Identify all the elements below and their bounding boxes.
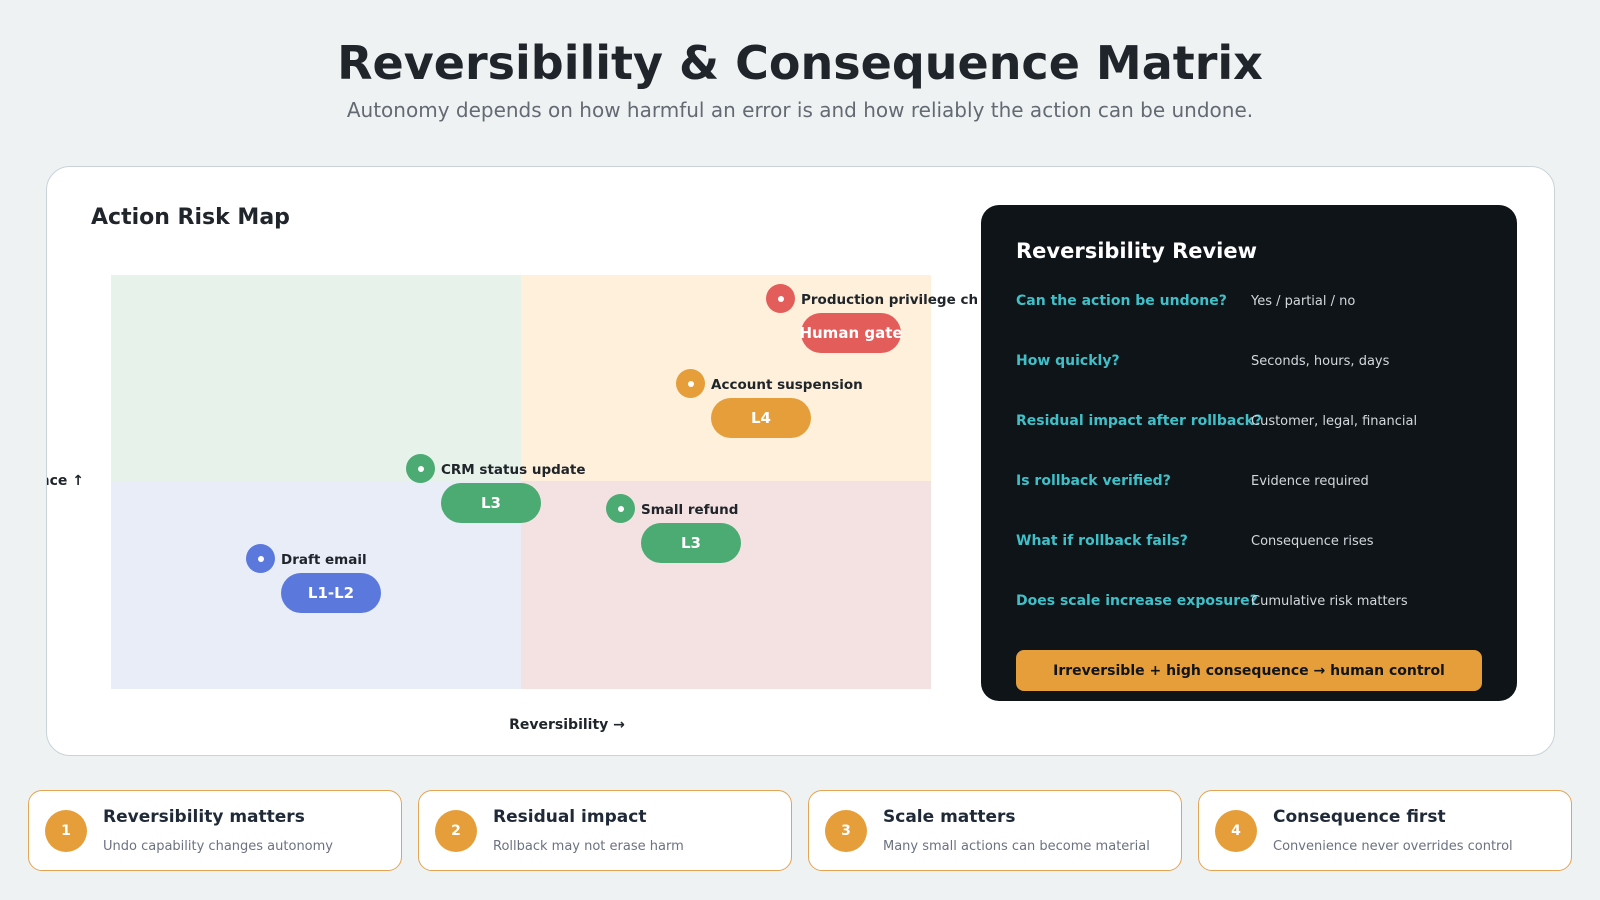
principle-number: 4 [1215,810,1257,852]
risk-matrix-card: Action Risk Map Production privilege cha… [46,166,1555,756]
principle-title: Residual impact [493,807,647,827]
quadrant-top-left [111,275,521,481]
principle-number: 3 [825,810,867,852]
action-marker-icon[interactable] [406,454,435,483]
review-question: What if rollback fails? [1016,533,1188,549]
principle-title: Reversibility matters [103,807,305,827]
autonomy-level-badge: L3 [641,523,741,563]
review-question: Residual impact after rollback? [1016,413,1263,429]
action-label: Production privilege change [801,292,977,308]
risk-map-title: Action Risk Map [91,205,290,230]
principle-description: Many small actions can become material [883,839,1150,854]
principle-card: 2 Residual impact Rollback may not erase… [418,790,792,871]
action-label: CRM status update [441,462,586,478]
autonomy-level-badge: Human gate [799,313,903,353]
review-answer: Evidence required [1251,474,1369,489]
review-question: Is rollback verified? [1016,473,1171,489]
principle-description: Convenience never overrides control [1273,839,1513,854]
action-label: Small refund [641,502,739,518]
review-title: Reversibility Review [1016,239,1258,263]
y-axis-label: Consequence ↑ [47,473,84,489]
principle-description: Rollback may not erase harm [493,839,684,854]
x-axis-label: Reversibility → [509,717,625,733]
action-marker-icon[interactable] [766,284,795,313]
action-label: Draft email [281,552,367,568]
principle-number: 1 [45,810,87,852]
action-marker-icon[interactable] [676,369,705,398]
principle-title: Consequence first [1273,807,1446,827]
principle-card: 3 Scale matters Many small actions can b… [808,790,1182,871]
action-label: Account suspension [711,377,863,393]
review-answer: Cumulative risk matters [1251,594,1408,609]
principle-description: Undo capability changes autonomy [103,839,333,854]
autonomy-level-badge: L1-L2 [281,573,381,613]
principle-card: 4 Consequence first Convenience never ov… [1198,790,1572,871]
review-answer: Customer, legal, financial [1251,414,1418,429]
review-answer: Yes / partial / no [1251,294,1356,309]
review-answer: Seconds, hours, days [1251,354,1390,369]
page-title: Reversibility & Consequence Matrix [337,36,1263,90]
principle-title: Scale matters [883,807,1016,827]
quadrant-bottom-right [521,481,931,689]
autonomy-level-badge: L3 [441,483,541,523]
action-marker-icon[interactable] [606,494,635,523]
autonomy-level-badge: L4 [711,398,811,438]
page-subtitle: Autonomy depends on how harmful an error… [346,98,1254,122]
review-question: Can the action be undone? [1016,293,1227,309]
reversibility-review-panel: Reversibility Review Can the action be u… [981,205,1517,701]
quadrant-top-right [521,275,931,481]
verdict-banner: Irreversible + high consequence → human … [1016,650,1482,691]
review-question: How quickly? [1016,353,1120,369]
principle-card: 1 Reversibility matters Undo capability … [28,790,402,871]
review-answer: Consequence rises [1251,534,1374,549]
principle-number: 2 [435,810,477,852]
action-marker-icon[interactable] [246,544,275,573]
review-question: Does scale increase exposure? [1016,593,1258,609]
